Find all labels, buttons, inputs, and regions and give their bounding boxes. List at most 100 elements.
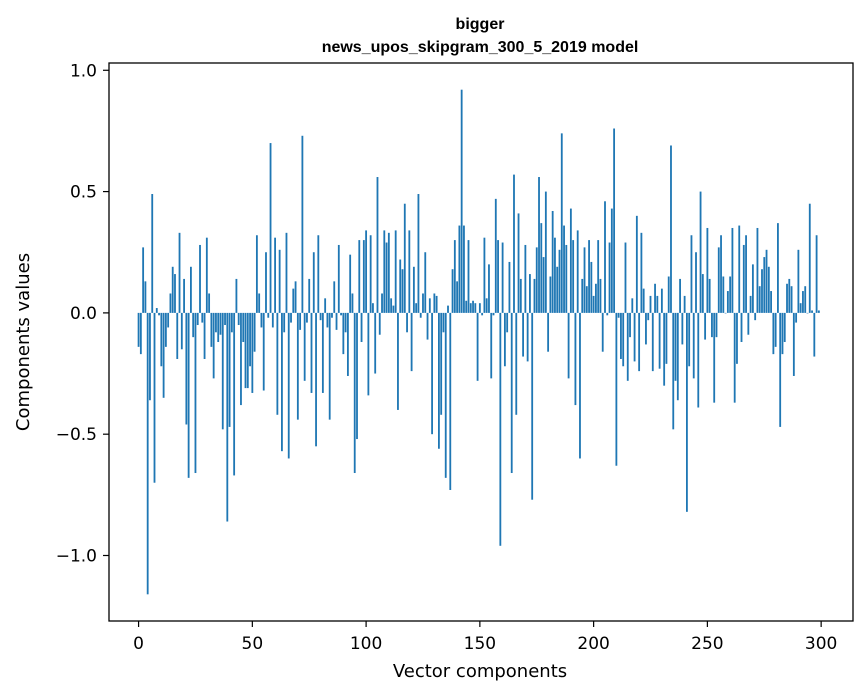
bar-234 xyxy=(670,145,672,313)
x-tick-label: 0 xyxy=(133,634,144,654)
bar-226 xyxy=(651,312,654,372)
bar-261 xyxy=(731,227,734,313)
bar-93 xyxy=(349,254,352,313)
bar-206 xyxy=(606,312,609,316)
bar-242 xyxy=(688,312,691,367)
bar-183 xyxy=(554,237,556,313)
bar-134 xyxy=(442,312,445,333)
bar-263 xyxy=(736,312,738,364)
bar-60 xyxy=(274,237,276,313)
bar-227 xyxy=(654,283,656,313)
bar-23 xyxy=(190,266,192,313)
bar-34 xyxy=(215,312,217,333)
bar-256 xyxy=(720,235,722,313)
bar-147 xyxy=(472,300,474,313)
bar-198 xyxy=(588,240,590,313)
bar-19 xyxy=(180,312,183,350)
bar-265 xyxy=(740,312,743,342)
x-tick-label: 250 xyxy=(691,634,723,654)
y-axis-label: Components values xyxy=(13,253,34,431)
bar-42 xyxy=(233,312,236,476)
bar-50 xyxy=(251,312,254,393)
bar-266 xyxy=(742,244,745,313)
bar-253 xyxy=(713,312,716,403)
bar-111 xyxy=(390,298,393,313)
bar-281 xyxy=(777,223,779,313)
bar-231 xyxy=(663,312,666,386)
bar-99 xyxy=(362,240,365,313)
bar-176 xyxy=(538,177,540,313)
bar-55 xyxy=(262,312,265,391)
bar-229 xyxy=(658,312,661,369)
bar-127 xyxy=(426,312,429,340)
bar-161 xyxy=(503,312,506,367)
bar-40 xyxy=(228,312,231,427)
bar-180 xyxy=(547,312,550,352)
bar-170 xyxy=(524,244,527,313)
bar-195 xyxy=(581,278,584,313)
bar-194 xyxy=(579,312,581,459)
bar-225 xyxy=(649,295,652,313)
bar-296 xyxy=(811,310,813,313)
bar-22 xyxy=(187,312,190,478)
bar-132 xyxy=(438,312,440,449)
bar-138 xyxy=(451,269,454,313)
bar-92 xyxy=(346,312,349,376)
bar-84 xyxy=(328,312,331,420)
bar-145 xyxy=(467,240,470,313)
bar-235 xyxy=(672,312,675,430)
bar-80 xyxy=(319,312,322,321)
x-axis-ticks: 0 50 100 150 200 250 300 xyxy=(133,621,837,654)
bar-32 xyxy=(210,312,213,347)
bar-51 xyxy=(253,312,256,352)
bar-255 xyxy=(717,247,720,313)
bar-5 xyxy=(149,312,151,401)
bar-252 xyxy=(711,312,713,338)
bar-292 xyxy=(802,291,804,313)
bar-158 xyxy=(497,240,499,313)
bar-75 xyxy=(308,278,311,313)
bar-212 xyxy=(620,312,622,359)
bar-173 xyxy=(531,312,534,500)
bar-39 xyxy=(226,312,229,522)
bar-0 xyxy=(137,312,140,347)
bar-204 xyxy=(601,312,604,352)
bar-275 xyxy=(763,257,766,313)
bar-188 xyxy=(565,244,568,313)
bar-37 xyxy=(221,312,224,430)
bar-175 xyxy=(535,247,538,313)
bar-26 xyxy=(196,312,199,326)
bar-121 xyxy=(412,266,415,313)
bar-21 xyxy=(185,312,188,425)
bars-group xyxy=(137,89,820,595)
bar-279 xyxy=(772,312,775,355)
bar-91 xyxy=(344,312,347,333)
bar-192 xyxy=(574,312,577,406)
bar-207 xyxy=(608,242,611,313)
bar-203 xyxy=(599,278,602,313)
bar-140 xyxy=(456,281,459,313)
bar-14 xyxy=(169,293,172,313)
bar-262 xyxy=(733,312,736,403)
bar-8 xyxy=(155,308,158,313)
bar-196 xyxy=(583,247,586,313)
bar-119 xyxy=(408,230,411,313)
bar-128 xyxy=(428,298,431,313)
bar-63 xyxy=(281,312,283,452)
bar-179 xyxy=(544,191,547,313)
bar-221 xyxy=(640,232,643,313)
bar-189 xyxy=(567,312,570,379)
bar-174 xyxy=(533,278,536,313)
bar-79 xyxy=(317,235,320,313)
x-tick-label: 300 xyxy=(805,634,837,654)
bar-29 xyxy=(203,312,206,359)
bar-211 xyxy=(617,312,620,318)
bar-118 xyxy=(406,312,408,333)
bar-44 xyxy=(237,312,240,326)
bar-31 xyxy=(208,293,211,313)
bar-166 xyxy=(515,312,518,415)
bar-290 xyxy=(797,249,800,313)
bar-276 xyxy=(765,249,768,313)
bar-299 xyxy=(817,310,820,313)
bar-28 xyxy=(201,312,204,323)
